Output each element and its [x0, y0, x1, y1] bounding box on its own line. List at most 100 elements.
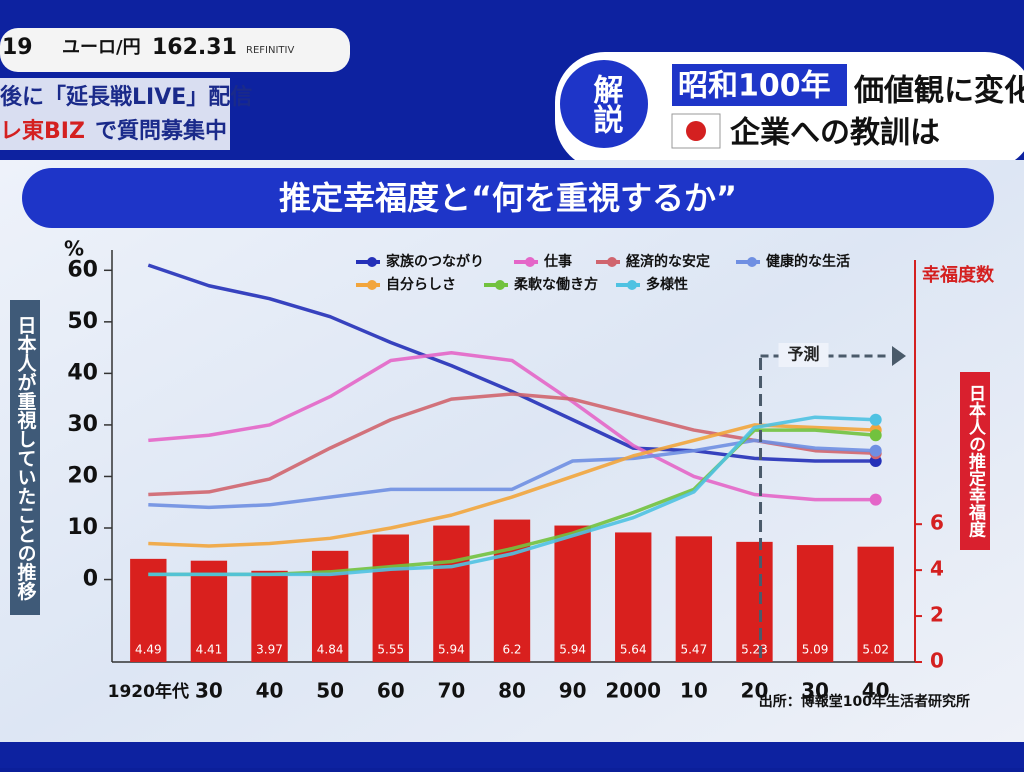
x-tick-label: 50: [316, 679, 344, 703]
y2-label-bg: [960, 372, 990, 550]
bar-value-label: 4.49: [135, 643, 162, 657]
bar: [190, 560, 228, 662]
bar-value-label: 4.41: [196, 643, 223, 657]
ticker-provider: REFINITIV: [246, 45, 294, 56]
bar: [736, 541, 773, 662]
bar-value-label: 5.23: [741, 643, 768, 657]
line-series: [148, 423, 876, 548]
y-label: 日本人が重視していたことの推移: [15, 316, 38, 602]
bottom-band: [0, 742, 1024, 768]
x-tick-label: 60: [377, 679, 405, 703]
legend-label: 柔軟な働き方: [513, 276, 598, 293]
bar: [675, 536, 713, 662]
legend-dot: [747, 257, 757, 267]
title-bar: [22, 168, 994, 228]
y-tick-label: 0: [83, 567, 98, 592]
legend-dot: [525, 257, 535, 267]
x-tick-label: 1920年代: [108, 681, 189, 702]
ticker-left: 19: [2, 35, 33, 60]
y2-tick-label: 4: [930, 557, 944, 581]
end-marker: [869, 493, 882, 506]
bar-value-label: 5.09: [802, 643, 829, 657]
line-series: [148, 351, 876, 502]
bar: [493, 519, 531, 662]
bar: [251, 570, 288, 662]
x-tick-label: 40: [256, 679, 284, 703]
plot: 0 10 20 30 40 50 60 0 2 4 6 4.49 4.41 3.97 4.84 5.55 5.9…: [67, 250, 944, 703]
forecast-label-bg: [778, 343, 829, 367]
headline-tag: 昭和100年: [678, 69, 831, 104]
y2-tick-label: 0: [930, 649, 944, 673]
y-tick-label: 50: [67, 309, 98, 334]
y-unit: %: [64, 237, 84, 261]
bar: [554, 525, 591, 662]
ticker-pair: ユーロ/円: [62, 37, 141, 58]
notice-brand: レ東BIZ: [0, 119, 85, 144]
badge: [556, 56, 652, 152]
bar: [615, 532, 652, 662]
x-tick-label: 40: [862, 679, 890, 703]
headline-1: 価値観に変化: [853, 74, 1024, 109]
bar-value-label: 4.84: [317, 643, 344, 657]
legend-dot: [495, 280, 505, 290]
y-tick-label: 60: [67, 257, 98, 282]
bar: [372, 534, 409, 662]
legend-dot: [607, 257, 617, 267]
notice-1: 後に「延長戦LIVE」配信: [0, 84, 252, 110]
legend-label: 家族のつながり: [386, 253, 484, 270]
bar: [857, 546, 894, 662]
end-marker: [869, 413, 882, 426]
legend-label: 健康的な生活: [766, 253, 850, 270]
x-tick-label: 2000: [605, 679, 661, 703]
legend-label: 仕事: [543, 253, 572, 270]
headline-tag-bg: [672, 64, 847, 106]
end-marker: [869, 429, 882, 442]
y-tick-label: 40: [67, 360, 98, 385]
legend-dot: [367, 280, 377, 290]
bar-value-label: 3.97: [256, 643, 283, 657]
y-label-bg: [10, 300, 40, 615]
forecast-label: 予測: [788, 345, 820, 364]
end-marker: [869, 444, 882, 457]
headline-2: 企業への教訓は: [730, 116, 940, 151]
legend-dot: [367, 257, 377, 267]
bar: [796, 545, 834, 662]
x-tick-label: 80: [498, 679, 526, 703]
notice-box: [0, 78, 230, 150]
y2-tick-label: 2: [930, 603, 944, 627]
legend-label: 経済的な安定: [626, 253, 710, 270]
x-tick-label: 30: [801, 679, 829, 703]
bar-value-label: 5.02: [862, 643, 889, 657]
forecast-arrowhead: [892, 346, 906, 366]
legend-label: 自分らしさ: [386, 276, 456, 293]
bar-value-label: 5.64: [620, 643, 647, 657]
y2-label: 日本人の推定幸福度: [965, 385, 987, 539]
y-tick-label: 20: [67, 463, 98, 488]
bar-value-label: 5.94: [438, 643, 465, 657]
x-tick-label: 70: [437, 679, 465, 703]
bar-value-label: 5.47: [680, 643, 707, 657]
line-series: [148, 438, 876, 510]
legend-dot: [627, 280, 637, 290]
x-tick-label: 20: [741, 679, 769, 703]
x-tick-label: 30: [195, 679, 223, 703]
legend-label: 多様性: [646, 276, 688, 293]
x-tick-label: 10: [680, 679, 708, 703]
y2-tick-label: 6: [930, 511, 944, 535]
ticker-bar: [0, 28, 350, 72]
bar-value-label: 5.55: [377, 643, 404, 657]
bar: [433, 525, 470, 662]
y-tick-label: 30: [67, 412, 98, 437]
line-series: [147, 263, 876, 463]
y2-title: 幸福度数: [922, 264, 995, 286]
y-tick-label: 10: [67, 515, 98, 540]
chart-title: 推定幸福度と“何を重視するか”: [279, 179, 737, 217]
line-series: [148, 415, 876, 577]
ticker-rate: 162.31: [152, 35, 237, 60]
source: 出所：博報堂100年生活者研究所: [759, 693, 970, 710]
flag-sun: [686, 121, 706, 141]
bar-value-label: 6.2: [502, 643, 521, 657]
bar-value-label: 5.94: [559, 643, 586, 657]
badge-text: 解説: [588, 74, 624, 135]
